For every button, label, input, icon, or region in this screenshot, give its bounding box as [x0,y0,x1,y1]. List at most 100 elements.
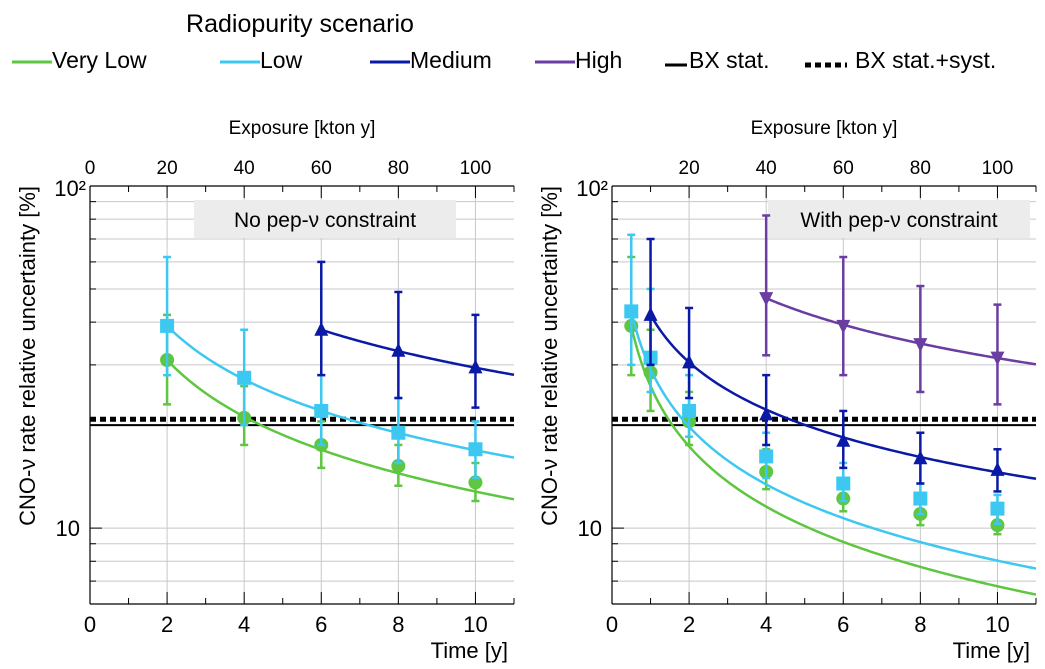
legend-label: Low [260,47,303,73]
legend-label: Very Low [52,47,147,73]
legend-item-very-low: Very Low [12,47,147,73]
error-bar [163,255,172,377]
legend-item-low: Low [220,47,303,73]
series-medium [643,237,1037,493]
y-axis-label: CNO-ν rate relative uncertainty [%] [537,186,562,526]
data-point [237,370,252,385]
y-ticks: 10 10² [54,176,102,605]
data-point [990,461,1005,476]
x2-ticks: 0 20 40 60 80 100 [85,158,515,198]
legend-item-high: High [535,47,622,73]
data-point [624,304,639,319]
data-point [643,306,658,321]
data-point [913,491,928,506]
annotation-box [194,200,456,238]
legend-label: Medium [410,47,492,73]
x-tick-label: 2 [683,612,695,637]
x-tick-label: 4 [760,612,772,637]
x-ticks: 0 2 4 6 8 10 [606,592,1037,637]
fit-curve [166,325,515,459]
annotation-box [768,200,1030,238]
y-axis-label: CNO-ν rate relative uncertainty [%] [15,186,40,526]
x2-tick-label: 100 [982,158,1014,179]
data-point [391,425,406,440]
y-tick-label: 10 [578,516,602,541]
y-ticks: 10 10² [576,176,624,605]
annotation-text: With pep-ν constraint [800,209,997,232]
legend-item-bx-stat-: BX stat. [665,47,770,73]
data-point [759,449,774,464]
x-tick-label: 8 [392,612,404,637]
data-point [759,406,774,421]
x-tick-label: 8 [914,612,926,637]
data-point [759,292,774,307]
series-medium [314,260,515,409]
data-point [836,476,851,491]
legend: Radiopurity scenario Very Low Low Medium Hi… [12,10,996,73]
series-high [759,214,1037,406]
legend-item-bx-stat-syst-: BX stat.+syst. [805,47,996,73]
legend-label: High [575,47,622,73]
x-tick-label: 4 [238,612,250,637]
x2-tick-label: 20 [679,158,700,179]
y-tick-label: 10 [56,516,80,541]
data-point [468,442,483,457]
data-point [682,403,697,418]
error-bar [627,233,636,367]
error-bar [762,214,771,357]
x2-axis-label: Exposure [kton y] [229,118,376,139]
legend-title: Radiopurity scenario [186,10,414,38]
x2-tick-label: 60 [833,158,854,179]
data-point [990,351,1005,366]
x2-tick-label: 40 [234,158,255,179]
fit-curve [320,328,515,377]
x2-tick-label: 80 [388,158,409,179]
data-point [682,354,697,369]
data-point [468,359,483,374]
data-point [913,450,928,465]
x-tick-label: 0 [84,612,96,637]
x2-tick-label: 20 [157,158,178,179]
fit-curve [166,359,515,501]
x-tick-label: 2 [161,612,173,637]
gridlines [612,185,1036,604]
x-axis-label: Time [y] [953,638,1030,663]
x2-tick-label: 60 [311,158,332,179]
panel-with-pep-constraint: 10 10² 0 2 4 6 8 10 20 40 60 80 100 Time [y] Exposure … [537,118,1037,663]
data-point [836,432,851,447]
annotation-text: No pep-ν constraint [234,209,416,232]
x-tick-label: 6 [837,612,849,637]
x2-axis-label: Exposure [kton y] [751,118,898,139]
error-bar [685,306,694,400]
x2-tick-label: 100 [460,158,492,179]
x-ticks: 0 2 4 6 8 10 [84,592,515,637]
fit-curve [630,325,1037,596]
gridlines [90,185,514,604]
data-point [314,321,329,336]
x2-ticks: 20 40 60 80 100 [611,158,1037,198]
series-low [160,255,515,480]
x2-tick-label: 80 [910,158,931,179]
data-point [913,338,928,353]
panel-annotation: With pep-ν constraint [768,200,1030,238]
x2-tick-label: 40 [756,158,777,179]
fit-curve [765,297,1037,366]
x2-tick-label: 0 [85,158,96,179]
data-point [391,342,406,357]
y-tick-label: 10² [54,176,86,201]
fit-curve [630,311,1037,570]
y-tick-label: 10² [576,176,608,201]
x-tick-label: 10 [985,612,1009,637]
data-point [836,319,851,334]
x-tick-label: 6 [315,612,327,637]
data-point [160,318,175,333]
error-bar [317,260,326,377]
series-low [624,233,1037,570]
panel-annotation: No pep-ν constraint [194,200,456,238]
x-axis-label: Time [y] [431,638,508,663]
error-bar [646,237,655,367]
series-very-low [160,313,515,503]
error-bar [839,255,848,377]
